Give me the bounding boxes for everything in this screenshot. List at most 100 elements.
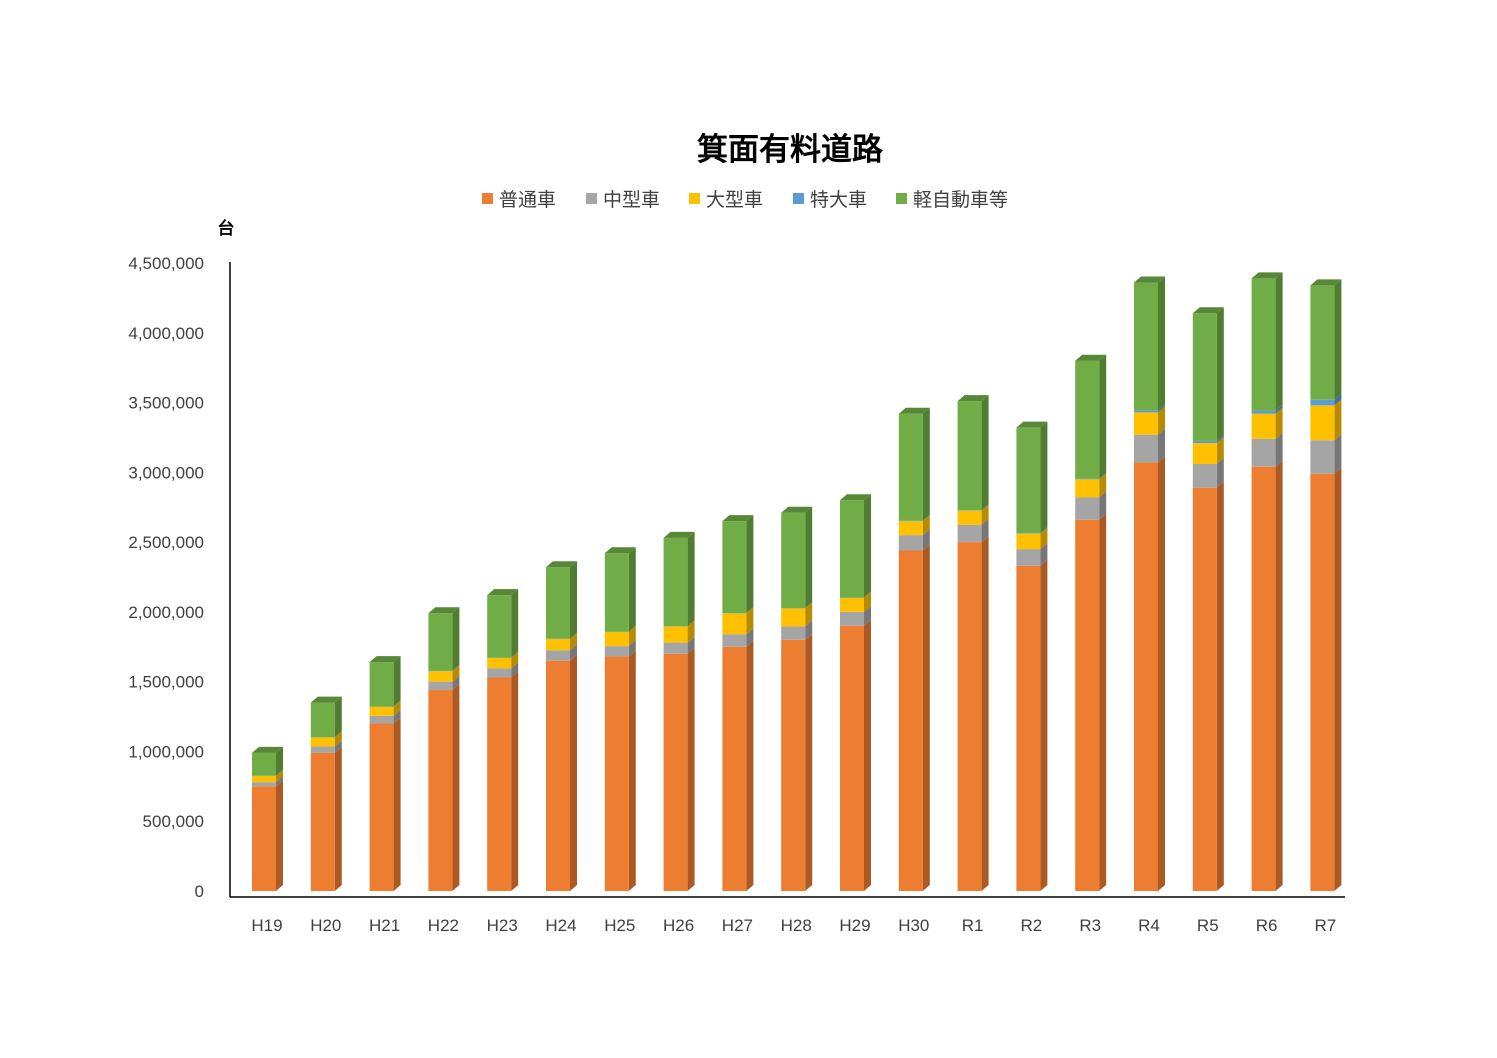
- bar-segment: [840, 625, 864, 891]
- x-tick-label: H26: [663, 916, 694, 935]
- x-tick-label: R2: [1021, 916, 1043, 935]
- bar-top: [1134, 276, 1165, 283]
- y-axis-unit-label: 台: [218, 218, 235, 239]
- bar-segment: [781, 608, 806, 627]
- legend-label: 軽自動車等: [913, 189, 1008, 211]
- bar-segment: [1310, 285, 1335, 400]
- bar-segment-side: [1334, 279, 1342, 400]
- legend: 普通車 中型車 大型車 特大車 軽自動車等: [482, 189, 1008, 211]
- x-tick-label: H19: [251, 916, 282, 935]
- legend-swatch: [896, 193, 907, 204]
- bar-top: [487, 589, 519, 596]
- legend-label: 中型車: [603, 189, 660, 211]
- bar-segment: [1075, 360, 1100, 479]
- x-axis-ticks: H19 H20 H21 H22 H23 H24 H25 H26 H27 H28 H29 H30 R1 R2…: [251, 916, 1336, 935]
- bar-segment-side: [864, 619, 871, 891]
- bar-segment: [1016, 565, 1041, 891]
- bar-segment-side: [452, 664, 460, 672]
- x-tick-label: H25: [604, 916, 635, 935]
- bar-segment-side: [511, 671, 519, 891]
- bar-top: [898, 407, 930, 414]
- bar-segment-side: [1216, 437, 1224, 464]
- bar-segment: [428, 690, 453, 891]
- bar-segment-side: [570, 644, 577, 661]
- bar-segment-side: [452, 684, 460, 891]
- bar-segment-side: [864, 591, 871, 598]
- y-axis-ticks: 0 500,000 1,000,000 1,500,000 2,000,000 2,500…: [128, 254, 204, 901]
- bar-segment: [1016, 549, 1041, 566]
- bar-segment-side: [687, 620, 695, 643]
- y-tick-label: 1,500,000: [128, 673, 204, 692]
- bar-segment: [957, 524, 982, 543]
- bar-segment-side: [864, 494, 871, 598]
- bar-segment: [957, 401, 982, 511]
- bar-segment: [1075, 478, 1100, 480]
- bar-top: [310, 696, 342, 703]
- bar-segment: [1134, 410, 1158, 413]
- bar-segment-side: [1158, 428, 1165, 463]
- bar-segment-side: [1158, 456, 1165, 891]
- x-tick-label: H28: [781, 916, 812, 935]
- legend-label: 特大車: [810, 189, 867, 211]
- bar-segment: [722, 634, 747, 647]
- bar-segment: [1251, 438, 1276, 467]
- bar-top: [428, 607, 460, 614]
- bar-segment-side: [1040, 527, 1048, 550]
- x-tick-label: H21: [369, 916, 400, 935]
- x-tick-label: R4: [1138, 916, 1160, 935]
- bar-segment-side: [628, 625, 636, 633]
- bar-segment: [898, 550, 923, 891]
- bar-segment: [1192, 463, 1217, 488]
- bar-segment: [1251, 466, 1276, 891]
- bar-segment: [1251, 410, 1276, 414]
- bar-segment: [898, 521, 923, 536]
- bar-segment-side: [511, 589, 519, 658]
- bar-segment-side: [1275, 407, 1283, 439]
- bar-segment-side: [864, 605, 871, 626]
- bar-segment: [604, 632, 629, 647]
- y-tick-label: 4,500,000: [128, 254, 204, 273]
- bar-segment-side: [570, 633, 577, 651]
- bar-segment: [663, 653, 688, 891]
- bar-segment-side: [334, 740, 342, 753]
- x-tick-label: H27: [722, 916, 753, 935]
- bar-top: [546, 561, 577, 568]
- chart-title: 箕面有料道路: [697, 132, 884, 168]
- bar-segment-side: [276, 780, 283, 891]
- bar-segment-side: [1216, 457, 1224, 488]
- bar-segment-side: [687, 647, 695, 891]
- bar-segment-side: [1334, 399, 1342, 441]
- bar-segment: [1192, 440, 1217, 444]
- bar-segment: [428, 681, 453, 691]
- bar-top: [604, 547, 636, 554]
- bar-segment: [369, 706, 394, 716]
- bar-segment-side: [981, 395, 989, 511]
- bar-top: [1192, 307, 1224, 314]
- bar-top: [1310, 279, 1342, 286]
- bar-segment-side: [981, 518, 989, 543]
- bar-segment-side: [1158, 276, 1165, 411]
- legend-swatch: [793, 193, 804, 204]
- bar-segment-side: [1040, 421, 1048, 534]
- x-tick-label: R7: [1315, 916, 1337, 935]
- bar-segment-side: [276, 746, 283, 776]
- bar-segment: [957, 542, 982, 891]
- bar-segment-side: [1275, 404, 1283, 414]
- x-tick-label: R5: [1197, 916, 1219, 935]
- bar-top: [369, 656, 401, 663]
- bar-segment: [487, 595, 512, 658]
- bar-segment: [898, 535, 923, 551]
- bar-segment: [369, 715, 394, 724]
- bar-segment: [1134, 282, 1158, 411]
- x-tick-label: H20: [310, 916, 341, 935]
- bar-segment-side: [805, 602, 813, 609]
- bar-segment: [1075, 479, 1100, 498]
- bar-segment: [840, 611, 864, 626]
- bar-segment: [487, 677, 512, 891]
- bar-segment: [722, 521, 747, 614]
- bar-segment: [781, 512, 806, 609]
- bar-segment: [252, 782, 276, 787]
- bar-top: [781, 506, 813, 513]
- bar-segment: [840, 500, 864, 598]
